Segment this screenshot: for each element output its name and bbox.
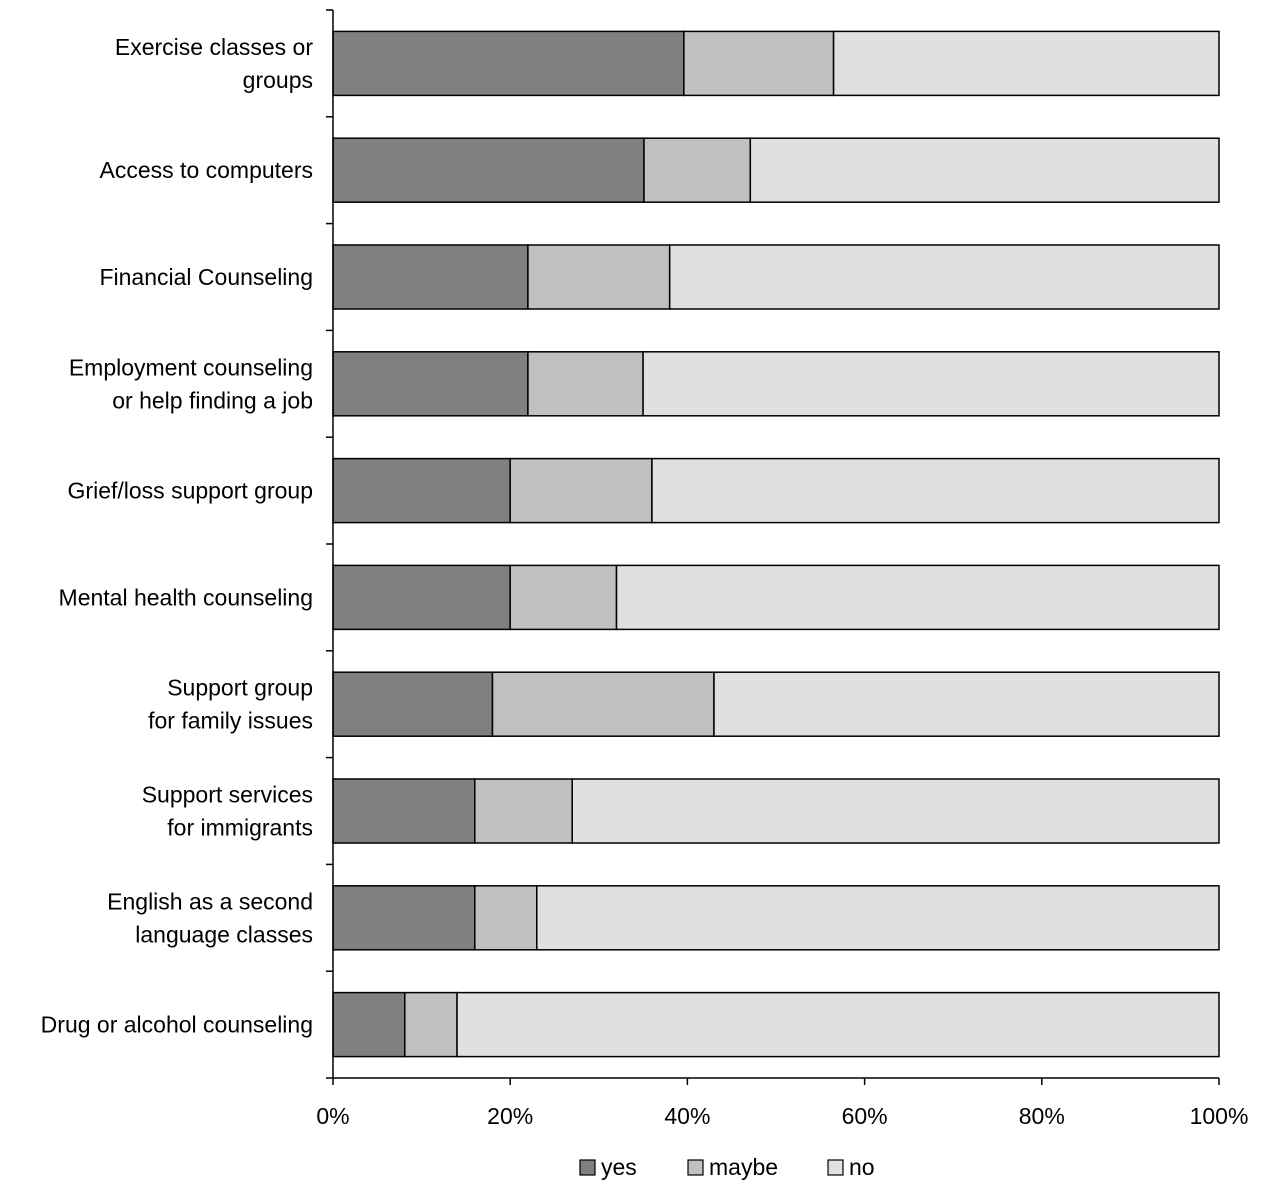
bar-yes-8 [332,885,476,951]
bar-no-2 [668,244,1220,310]
category-label-6-line-1: for family issues [148,708,313,734]
category-label-1-line-0: Access to computers [100,157,313,183]
bar-maybe-4 [509,457,653,524]
legend-label-no: no [849,1154,875,1180]
bar-maybe-0 [683,30,835,97]
bar-yes-1 [332,137,645,203]
bar-yes-2 [332,244,529,310]
axes-layer [326,9,1220,1085]
category-label-0-line-0: Exercise classes or [115,34,313,60]
bar-yes-6 [332,671,494,737]
category-label-2-line-0: Financial Counseling [99,264,313,290]
category-labels: Exercise classes or groups Access to compu… [41,34,314,1038]
x-tick-label-3: 60% [842,1103,888,1129]
bar-maybe-9 [404,991,458,1058]
bar-no-3 [642,351,1220,417]
bar-yes-5 [332,564,511,631]
x-tick-label-5: 100% [1190,1103,1249,1129]
category-label-7-line-0: Support services [142,782,313,808]
bar-yes-9 [332,991,406,1058]
x-tick-label-0: 0% [316,1103,349,1129]
bar-yes-7 [332,778,476,844]
legend-label-maybe: maybe [709,1154,778,1180]
bar-no-6 [713,671,1220,737]
legend-label-yes: yes [601,1154,637,1180]
bar-maybe-6 [491,671,715,737]
bar-no-1 [749,137,1220,203]
category-label-3-line-1: or help finding a job [112,387,313,413]
category-label-4-line-0: Grief/loss support group [68,478,313,504]
category-label-8-line-0: English as a second [107,888,313,914]
bar-maybe-8 [474,885,538,951]
bar-no-9 [456,991,1220,1058]
category-label-0-line-1: groups [243,67,313,93]
category-label-6-line-0: Support group [167,675,313,701]
category-label-9-line-0: Drug or alcohol counseling [41,1012,313,1038]
category-label-7-line-1: for immigrants [167,815,313,841]
bar-maybe-2 [527,244,671,310]
x-tick-label-1: 20% [487,1103,533,1129]
bar-maybe-3 [527,351,644,417]
legend: yes maybe no [579,1154,875,1180]
bar-no-0 [832,30,1220,97]
bar-no-5 [615,564,1220,631]
bar-no-7 [571,778,1220,844]
legend-swatch-yes [579,1159,596,1176]
bar-maybe-7 [474,778,573,844]
category-label-3-line-0: Employment counseling [69,354,313,380]
category-label-5-line-0: Mental health counseling [59,584,313,610]
x-tick-label-4: 80% [1019,1103,1065,1129]
bar-maybe-1 [643,137,752,203]
bars-layer [332,30,1220,1058]
bar-maybe-5 [509,564,618,631]
bar-no-8 [536,885,1220,951]
legend-swatch-maybe [687,1159,704,1176]
bar-yes-4 [332,457,511,524]
bar-yes-3 [332,351,529,417]
bar-yes-0 [332,30,685,97]
bar-no-4 [651,457,1220,524]
x-tick-labels: 0% 20% 40% 60% 80% 100% [316,1103,1248,1129]
category-label-8-line-1: language classes [135,921,313,947]
legend-swatch-no [827,1159,844,1176]
x-tick-label-2: 40% [664,1103,710,1129]
